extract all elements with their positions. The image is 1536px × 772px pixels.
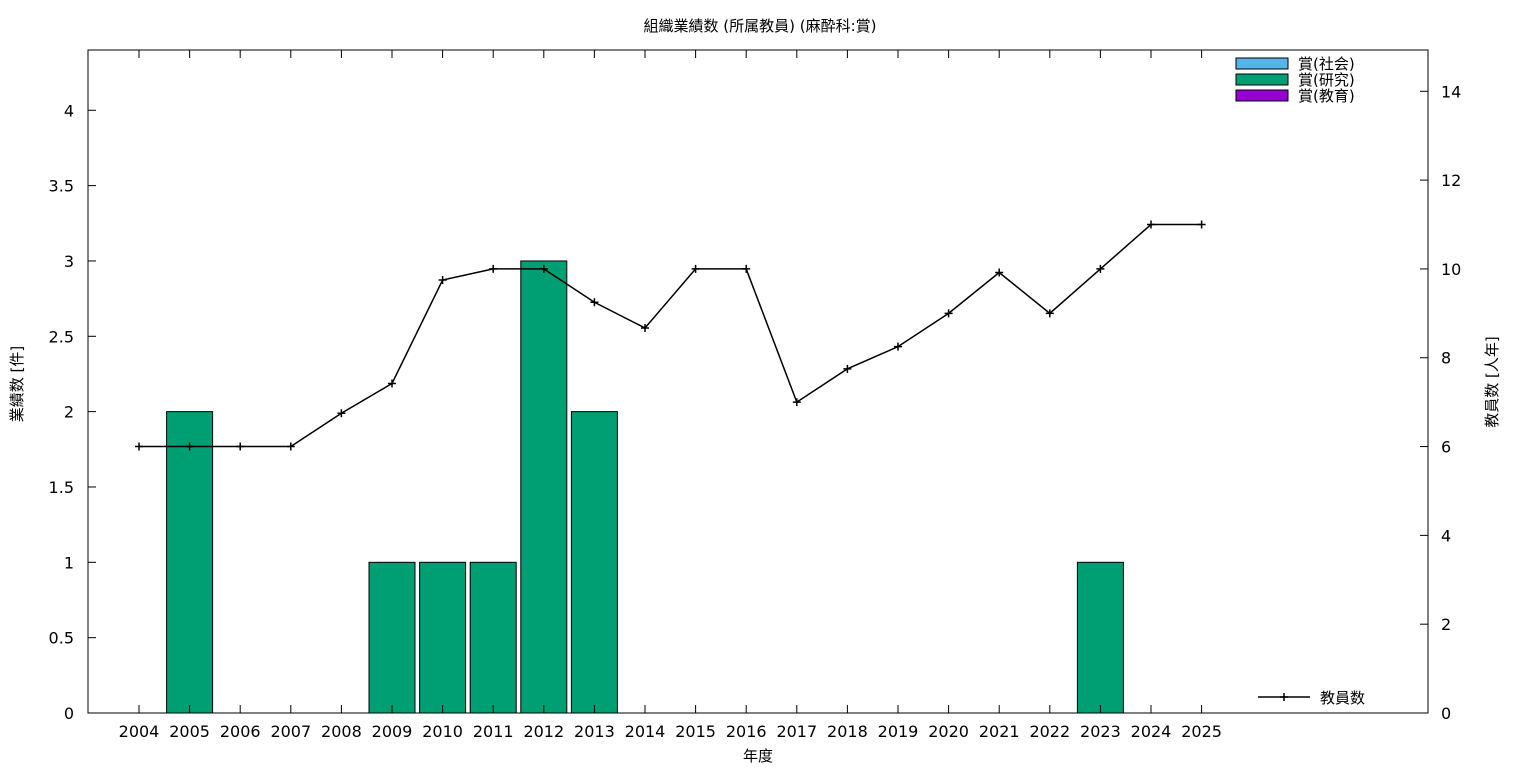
x-tick-label-2022: 2022: [1029, 722, 1070, 741]
line-series-teachers: [139, 223, 1202, 448]
legend-swatch-2: [1235, 89, 1289, 102]
bar-2011-s1: [469, 561, 517, 714]
chart-title: 組織業績数 (所属教員) (麻酔科:賞): [644, 17, 877, 35]
y-tick-label: 2: [64, 403, 74, 422]
y-axis-label: 業績数 [件]: [8, 346, 26, 422]
line-point-2008: [337, 409, 346, 418]
x-tick-label-2021: 2021: [979, 722, 1020, 741]
legend-label-0: 賞(社会): [1298, 55, 1355, 73]
x-tick-label-2015: 2015: [675, 722, 716, 741]
axes-layer: 0 0.5 1 1.5 2 2.5 3 3.5 4 0 2 4 6 8 10 12 14 2004 2005 2006…: [49, 49, 1461, 741]
y-tick-label: 2.5: [49, 327, 74, 346]
x-tick-label-2008: 2008: [321, 722, 362, 741]
x-tick-label-2006: 2006: [220, 722, 261, 741]
y-tick-label: 1: [64, 553, 74, 572]
legend: 賞(社会)賞(研究)賞(教育) 教員数: [1235, 55, 1365, 707]
x-tick-label-2023: 2023: [1080, 722, 1121, 741]
line-point-2024: [1147, 220, 1155, 229]
x-tick-label-2014: 2014: [625, 722, 666, 741]
bar-2013-s1: [570, 411, 618, 714]
legend-line-label: 教員数: [1320, 689, 1365, 707]
y2-tick-label: 14: [1441, 82, 1461, 101]
y-tick-label: 4: [64, 101, 74, 120]
x-tick-label-2020: 2020: [928, 722, 969, 741]
line-point-2010: [438, 276, 447, 285]
x-tick-label-2024: 2024: [1131, 722, 1172, 741]
line-point-2017: [792, 398, 801, 407]
plot-frame: [87, 49, 1429, 714]
bar-2012-s1: [520, 260, 568, 714]
y2-tick-label: 4: [1441, 526, 1451, 545]
y-tick-label: 3: [64, 252, 74, 271]
line-point-2004: [135, 442, 143, 451]
x-tick-label-2018: 2018: [827, 722, 868, 741]
legend-swatch-0: [1235, 57, 1289, 70]
y2-tick-label: 8: [1441, 349, 1451, 368]
y-tick-label: 0.5: [49, 629, 74, 648]
y2-tick-label: 12: [1441, 171, 1461, 190]
line-point-2018: [843, 364, 852, 373]
legend-label-1: 賞(研究): [1298, 71, 1355, 89]
legend-swatch-1: [1235, 73, 1289, 86]
x-tick-label-2017: 2017: [776, 722, 817, 741]
x-tick-label-2010: 2010: [422, 722, 463, 741]
y2-tick-label: 6: [1441, 438, 1451, 457]
line-point-2009: [388, 379, 396, 388]
x-tick-label-2013: 2013: [574, 722, 615, 741]
line-point-2022: [1045, 309, 1054, 318]
x-tick-label-2005: 2005: [169, 722, 210, 741]
x-tick-label-2011: 2011: [473, 722, 514, 741]
x-tick-label-2019: 2019: [878, 722, 919, 741]
y2-axis-label: 教員数 [人年]: [1483, 336, 1501, 427]
line-point-2013: [590, 298, 599, 307]
line-point-2016: [742, 264, 751, 273]
line-point-2021: [995, 268, 1004, 277]
legend-label-2: 賞(教育): [1298, 87, 1355, 105]
x-tick-label-2025: 2025: [1181, 722, 1222, 741]
line-point-2020: [944, 309, 953, 318]
bar-2009-s1: [368, 561, 416, 714]
line-point-2011: [489, 264, 498, 273]
line-point-2015: [691, 264, 700, 273]
bars-layer: [166, 260, 1124, 714]
bar-2023-s1: [1076, 561, 1124, 714]
x-tick-label-2007: 2007: [270, 722, 311, 741]
line-layer: [135, 220, 1206, 451]
line-point-2012: [539, 264, 548, 273]
y2-tick-label: 10: [1441, 260, 1461, 279]
y-tick-label: 3.5: [49, 177, 74, 196]
bar-2010-s1: [419, 561, 467, 714]
line-point-2007: [286, 442, 295, 451]
line-point-2005: [185, 442, 194, 451]
line-point-2019: [894, 342, 902, 351]
x-tick-label-2004: 2004: [119, 722, 160, 741]
line-point-2014: [641, 323, 649, 332]
x-tick-label-2012: 2012: [523, 722, 564, 741]
y2-tick-label: 2: [1441, 615, 1451, 634]
bar-2005-s1: [166, 411, 214, 714]
x-axis-label: 年度: [743, 747, 773, 765]
y2-tick-label: 0: [1441, 704, 1451, 723]
line-point-2006: [236, 442, 245, 451]
line-point-2023: [1096, 264, 1105, 273]
y-tick-label: 1.5: [49, 478, 74, 497]
legend-line-marker: [1280, 693, 1288, 701]
y-tick-label: 0: [64, 704, 74, 723]
x-tick-label-2009: 2009: [372, 722, 413, 741]
x-tick-label-2016: 2016: [726, 722, 767, 741]
line-point-2025: [1197, 220, 1206, 229]
